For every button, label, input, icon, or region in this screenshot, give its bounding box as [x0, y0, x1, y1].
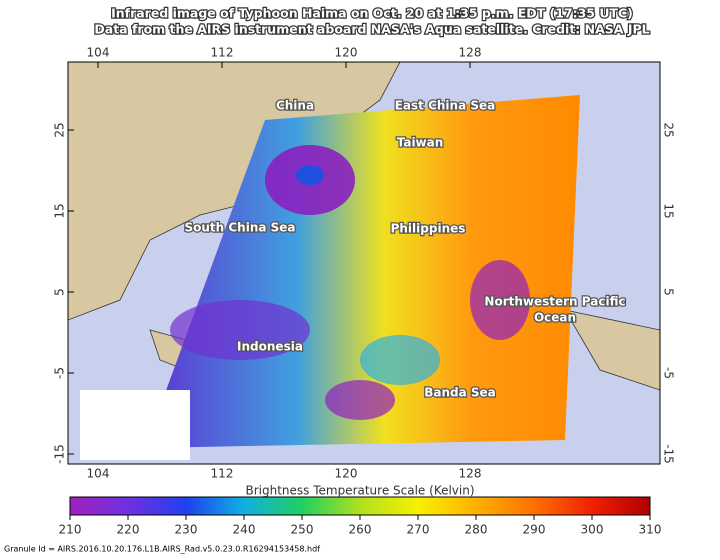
colorbar-title: Brightness Temperature Scale (Kelvin) [245, 484, 474, 498]
colorbar-tick-label: 240 [233, 523, 256, 537]
colorbar-tick-label: 270 [407, 523, 430, 537]
lon-label-bottom: 112 [211, 467, 234, 481]
land-newguinea [564, 309, 660, 391]
title-line: Infrared image of Typhoon Haima on Oct. … [111, 6, 633, 21]
lat-label-left: 25 [53, 122, 67, 137]
place-label: Taiwan [397, 136, 444, 150]
colorbar-tick-label: 280 [465, 523, 488, 537]
colorbar-tick-label: 210 [59, 523, 82, 537]
lon-label-top: 128 [459, 46, 482, 60]
title-line: Data from the AIRS instrument aboard NAS… [94, 22, 649, 37]
lat-label-right: 5 [662, 288, 676, 296]
place-label: Philippines [391, 222, 466, 236]
inset-globe [80, 390, 190, 460]
colorbar-tick-label: 290 [523, 523, 546, 537]
map [68, 62, 660, 464]
swath [145, 95, 580, 448]
lat-label-right: -5 [662, 367, 676, 379]
lon-label-top: 112 [211, 46, 234, 60]
place-label: Banda Sea [424, 386, 496, 400]
colorbar-tick-label: 310 [639, 523, 662, 537]
colorbar-tick-label: 260 [349, 523, 372, 537]
lat-label-right: 15 [662, 203, 676, 218]
place-label: East China Sea [395, 99, 496, 113]
cloud [360, 335, 440, 385]
footer: Granule Id = AIRS.2016.10.20.176.L1B.AIR… [4, 545, 320, 554]
cloud [470, 260, 530, 340]
lat-label-left: -5 [53, 367, 67, 379]
lon-label-top: 120 [335, 46, 358, 60]
typhoon-eye [296, 165, 324, 185]
cloud [170, 300, 310, 360]
lon-label-bottom: 120 [335, 467, 358, 481]
lat-label-right: 25 [662, 122, 676, 137]
place-label: China [276, 99, 314, 113]
lon-label-bottom: 128 [459, 467, 482, 481]
place-label: Northwestern Pacific [484, 295, 625, 309]
lat-label-left: 15 [53, 203, 67, 218]
lat-label-left: -15 [53, 444, 67, 464]
lon-label-top: 104 [87, 46, 110, 60]
map-frame [67, 61, 661, 465]
colorbar [69, 496, 651, 516]
colorbar-tick-label: 300 [581, 523, 604, 537]
lat-label-right: -15 [662, 444, 676, 464]
place-label: South China Sea [184, 221, 295, 235]
colorbar-tick-label: 220 [117, 523, 140, 537]
lat-label-left: 5 [53, 288, 67, 296]
colorbar-tick-label: 250 [291, 523, 314, 537]
colorbar-tick-label: 230 [175, 523, 198, 537]
cloud [325, 380, 395, 420]
place-label: Ocean [534, 311, 576, 325]
lon-label-bottom: 104 [87, 467, 110, 481]
place-label: Indonesia [237, 340, 303, 354]
